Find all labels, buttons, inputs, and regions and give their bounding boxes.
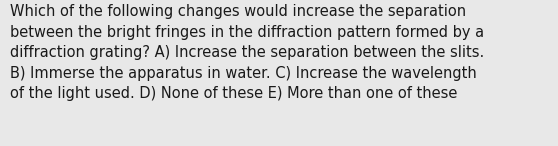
Text: Which of the following changes would increase the separation
between the bright : Which of the following changes would inc… — [10, 4, 484, 101]
